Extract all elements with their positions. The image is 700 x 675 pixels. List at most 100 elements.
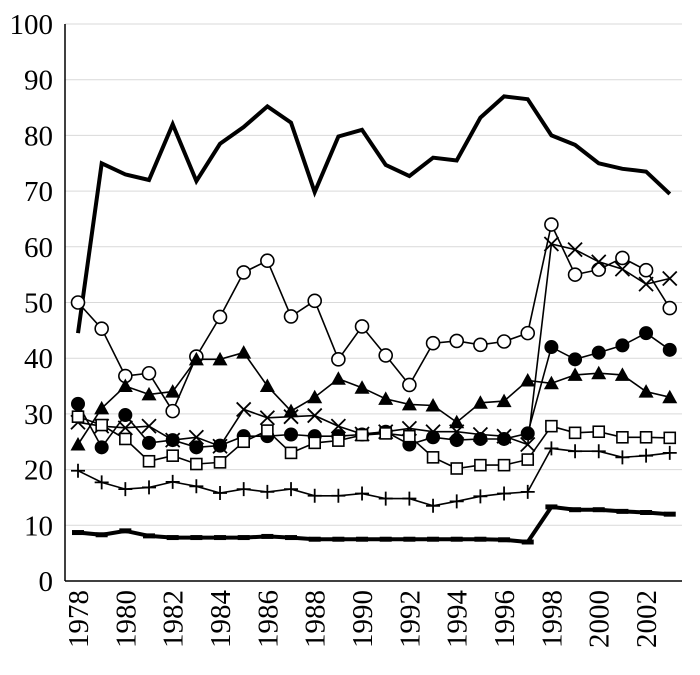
x-tick-label-1984: 1984 bbox=[205, 590, 237, 649]
series-2-point-1993 bbox=[425, 335, 441, 351]
series-7-point-1983 bbox=[189, 479, 204, 494]
series-7-point-1978 bbox=[71, 463, 85, 478]
series-4-point-1982 bbox=[165, 384, 181, 398]
series-7-point-2001 bbox=[615, 450, 630, 465]
series-6-point-2001 bbox=[616, 430, 629, 444]
series-6-point-1994 bbox=[450, 462, 464, 475]
series-6-point-1982 bbox=[166, 449, 179, 462]
series-7-point-1990 bbox=[355, 486, 370, 501]
series-4-point-1981 bbox=[141, 386, 157, 401]
series-2-point-1991 bbox=[378, 348, 394, 363]
series-4-point-1988 bbox=[307, 389, 323, 404]
series-2-point-1988 bbox=[307, 293, 323, 309]
series-2-point-1986 bbox=[260, 253, 275, 269]
series-3-point-1988 bbox=[307, 407, 323, 424]
series-6-point-2003 bbox=[663, 431, 677, 445]
series-2-point-2000 bbox=[591, 262, 607, 277]
series-2-point-1996 bbox=[496, 334, 512, 349]
series-2-point-1989 bbox=[331, 352, 346, 367]
axes bbox=[64, 24, 682, 582]
series-4-point-2001 bbox=[614, 367, 630, 381]
series-5-point-1978 bbox=[71, 396, 85, 411]
series-5-point-1999 bbox=[568, 352, 583, 367]
x-tick-label-1990: 1990 bbox=[347, 590, 379, 648]
series-6-point-1986 bbox=[261, 424, 274, 437]
series-2-point-1978 bbox=[70, 295, 86, 310]
series-4-point-1997 bbox=[520, 372, 536, 387]
series-2-point-1984 bbox=[212, 309, 228, 325]
series-3-point-1980 bbox=[117, 420, 133, 436]
series-5-point-1997 bbox=[520, 426, 535, 441]
series-4-point-1993 bbox=[425, 398, 441, 412]
series-7-point-1982 bbox=[165, 474, 180, 489]
series-1-line bbox=[76, 94, 672, 334]
series-6-point-1984 bbox=[213, 456, 227, 469]
series-5-point-2001 bbox=[615, 338, 630, 353]
series-4-point-1999 bbox=[567, 367, 583, 381]
series-3 bbox=[70, 236, 678, 454]
x-tick-label-1996: 1996 bbox=[489, 590, 521, 648]
series-7-point-2002 bbox=[639, 448, 654, 463]
series-4-point-2002 bbox=[638, 384, 654, 398]
series-3-point-2000 bbox=[591, 254, 607, 270]
series-6-point-1985 bbox=[237, 435, 250, 449]
series-7 bbox=[71, 441, 677, 513]
series-6-point-1983 bbox=[190, 457, 203, 471]
series-2-point-1981 bbox=[141, 365, 157, 381]
series-6-point-2002 bbox=[639, 430, 653, 444]
series-7-point-1984 bbox=[213, 485, 228, 500]
series-4-point-1992 bbox=[401, 396, 417, 411]
series-4-point-1979 bbox=[94, 400, 110, 415]
series-6-point-1997 bbox=[521, 453, 535, 466]
y-tick-label-90: 90 bbox=[24, 65, 53, 97]
series-4-point-1998 bbox=[543, 375, 559, 390]
x-tick-label-1978: 1978 bbox=[63, 590, 95, 648]
x-tick-label-2002: 2002 bbox=[631, 590, 663, 648]
series-2-point-1982 bbox=[165, 403, 180, 419]
series-6-point-1981 bbox=[142, 454, 156, 468]
series-2-point-2001 bbox=[615, 250, 630, 266]
series-2-point-1998 bbox=[544, 217, 559, 232]
series-5-point-1993 bbox=[426, 430, 441, 445]
series-3-point-2003 bbox=[662, 270, 678, 287]
y-tick-label-70: 70 bbox=[24, 176, 53, 208]
series-6-point-1993 bbox=[426, 451, 440, 464]
x-tick-label-1998: 1998 bbox=[536, 590, 568, 648]
series-6-point-2000 bbox=[592, 425, 606, 439]
x-tick-label-1986: 1986 bbox=[252, 590, 284, 648]
series-4-point-1994 bbox=[449, 414, 465, 429]
series-6-point-1980 bbox=[119, 432, 132, 446]
series-7-point-2000 bbox=[591, 444, 606, 459]
series-7-point-2003 bbox=[662, 445, 677, 460]
x-tick-label-1992: 1992 bbox=[394, 590, 426, 648]
x-tick-labels: 1978 1980 1982 1984 1986 1988 1990 1992 1994 1996… bbox=[63, 590, 663, 649]
series-2-point-1987 bbox=[283, 309, 299, 324]
series-layer bbox=[70, 94, 678, 545]
series-3-point-1999 bbox=[567, 241, 583, 258]
series-4-point-1986 bbox=[259, 378, 275, 393]
series-7-point-1992 bbox=[402, 491, 417, 506]
x-tick-label-1980: 1980 bbox=[110, 590, 142, 648]
series-5-point-1994 bbox=[449, 433, 464, 448]
series-7-point-1986 bbox=[260, 484, 275, 499]
series-6-point-1979 bbox=[95, 418, 108, 432]
series-6-point-1995 bbox=[474, 458, 487, 472]
series-2-point-1979 bbox=[94, 321, 109, 336]
series-6-point-1998 bbox=[545, 419, 558, 433]
series-5-point-1980 bbox=[118, 408, 133, 423]
series-4 bbox=[70, 345, 678, 451]
series-6 bbox=[71, 410, 677, 475]
series-7-point-1993 bbox=[426, 498, 441, 513]
series-5-point-2000 bbox=[591, 345, 606, 360]
series-7-point-1987 bbox=[284, 482, 299, 497]
series-7-point-1996 bbox=[497, 486, 512, 501]
x-tick-label-1994: 1994 bbox=[442, 590, 474, 649]
series-5-point-2003 bbox=[662, 342, 677, 357]
series-4-point-2003 bbox=[662, 389, 678, 404]
series-7-point-1998 bbox=[544, 441, 559, 456]
series-1 bbox=[76, 94, 672, 334]
y-tick-label-20: 20 bbox=[24, 455, 53, 487]
series-7-point-1991 bbox=[378, 491, 393, 506]
series-2-point-1997 bbox=[520, 325, 536, 341]
series-4-point-1978 bbox=[70, 437, 86, 451]
